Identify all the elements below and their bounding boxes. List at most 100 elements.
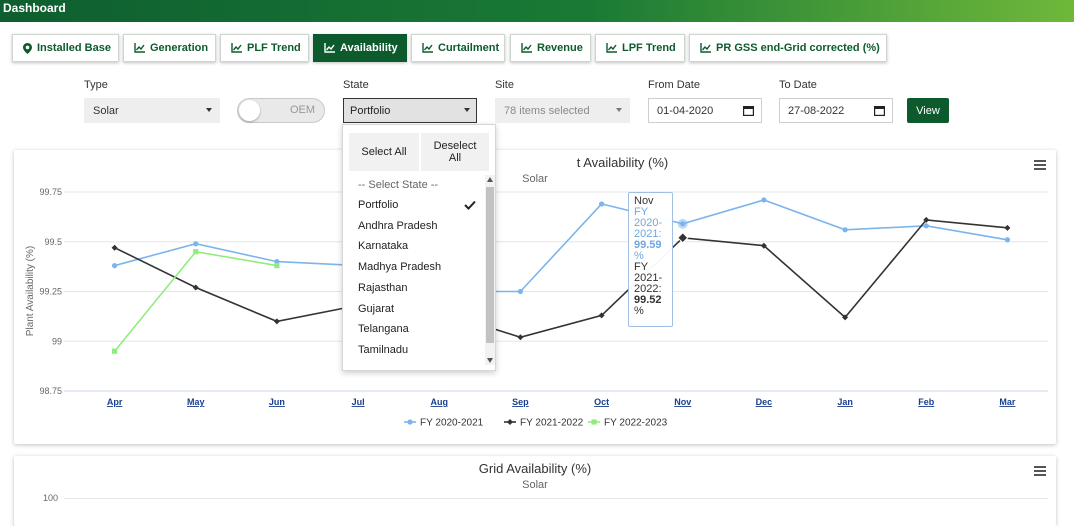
series3-point — [111, 348, 118, 354]
state-dropdown: Select All Deselect All -- Select State … — [342, 124, 496, 371]
x-tick-label: Jan — [837, 397, 853, 407]
tab-label: Revenue — [537, 42, 583, 54]
tooltip-series2-value: 99.52 — [634, 294, 662, 306]
y-tick-label: 99.25 — [39, 287, 62, 297]
top-bar: Dashboard — [0, 0, 1074, 22]
to-date-input[interactable]: 27-08-2022 — [779, 98, 893, 123]
x-tick-label: Jul — [352, 397, 365, 407]
scroll-up-icon[interactable] — [487, 177, 493, 182]
series2-point — [598, 312, 605, 319]
legend-label: FY 2022-2023 — [604, 418, 668, 429]
tab-revenue[interactable]: Revenue — [510, 34, 591, 62]
chart-line-icon — [606, 43, 617, 53]
tab-curtailment[interactable]: Curtailment — [411, 34, 505, 62]
chart2-subtitle: Solar — [522, 479, 548, 491]
state-option-karnataka[interactable]: Karnataka — [358, 240, 409, 252]
series3-point — [274, 263, 280, 269]
series2-point — [273, 318, 280, 325]
series2-point — [111, 244, 118, 251]
page-title: Dashboard — [3, 1, 66, 15]
chart-line-icon — [422, 43, 433, 53]
map-pin-icon — [23, 42, 32, 54]
tab-label: Availability — [340, 42, 398, 54]
state-select-value: Portfolio — [350, 104, 391, 117]
state-option-rajasthan[interactable]: Rajasthan — [358, 282, 408, 294]
caret-down-icon — [464, 108, 470, 112]
series1-point — [274, 259, 280, 265]
from-date-label: From Date — [648, 79, 700, 91]
tooltip-series1-unit: % — [634, 250, 644, 262]
series1-point — [923, 223, 929, 229]
chart-menu-icon[interactable] — [1034, 466, 1046, 476]
view-button[interactable]: View — [907, 98, 949, 123]
scrollbar-thumb[interactable] — [486, 187, 494, 343]
tab-generation[interactable]: Generation — [123, 34, 216, 62]
select-all-button[interactable]: Select All — [349, 133, 419, 171]
site-label: Site — [495, 79, 514, 91]
chart-line-icon — [700, 43, 711, 53]
tab-label: Curtailment — [438, 42, 500, 54]
series1-point — [517, 288, 524, 295]
series-line-2 — [114, 219, 1008, 339]
plant-availability-chart: 99.75 99.5 99.25 99 98.75 Plant Availability … — [25, 187, 1048, 429]
y-tick-label: 99.75 — [39, 187, 62, 197]
tab-label: PR GSS end-Grid corrected (%) — [716, 42, 880, 54]
plant-availability-card: t Availability (%) Solar 99.75 99.5 99.25 9… — [14, 150, 1056, 444]
x-tick-label: Jun — [269, 397, 285, 407]
state-option-portfolio[interactable]: Portfolio — [358, 199, 399, 211]
scroll-down-icon[interactable] — [487, 358, 493, 363]
state-option-madhya-pradesh[interactable]: Madhya Pradesh — [358, 261, 442, 273]
series2-point — [923, 216, 930, 223]
site-select[interactable]: 78 items selected — [495, 98, 630, 123]
deselect-all-button[interactable]: Deselect All — [421, 133, 489, 171]
series2-point — [517, 334, 524, 341]
series2-point — [192, 284, 199, 291]
tab-lpf-trend[interactable]: LPF Trend — [595, 34, 685, 62]
state-select[interactable]: Portfolio — [343, 98, 477, 123]
dropdown-scrollbar[interactable] — [485, 175, 495, 365]
from-date-input[interactable]: 01-04-2020 — [648, 98, 762, 123]
chart-subtitle: Solar — [522, 173, 548, 185]
state-option-tamilnadu[interactable]: Tamilnadu — [358, 344, 409, 356]
state-option-telangana[interactable]: Telangana — [358, 323, 409, 335]
x-tick-label: Dec — [756, 397, 773, 407]
state-option-gujarat[interactable]: Gujarat — [358, 303, 395, 315]
y-tick-label: 99.5 — [44, 237, 62, 247]
chart-menu-icon[interactable] — [1034, 160, 1046, 170]
from-date-value: 01-04-2020 — [657, 104, 714, 117]
tab-availability[interactable]: Availability — [313, 34, 407, 62]
chart2-ytick: 100 — [43, 493, 59, 503]
tooltip-series2-name: FY 2021-2022: — [634, 261, 663, 295]
tooltip-series1-name: FY 2020-2021: — [634, 206, 663, 240]
tab-pr-gss-end-grid[interactable]: PR GSS end-Grid corrected (%) — [689, 34, 887, 62]
series2-point — [842, 314, 849, 321]
chart2-gridline — [64, 498, 1048, 499]
oem-toggle[interactable]: OEM — [237, 98, 325, 123]
to-date-label: To Date — [779, 79, 817, 91]
legend-marker — [507, 419, 513, 425]
series1-point — [761, 197, 767, 203]
chart-line-icon — [231, 43, 242, 53]
legend-marker — [407, 419, 413, 425]
caret-down-icon — [616, 108, 622, 112]
toggle-knob — [239, 100, 260, 121]
tab-plf-trend[interactable]: PLF Trend — [220, 34, 309, 62]
series-line-3 — [113, 250, 278, 352]
caret-down-icon — [206, 108, 212, 112]
calendar-icon — [874, 106, 885, 116]
x-tick-label: Nov — [674, 397, 691, 407]
tab-installed-base[interactable]: Installed Base — [12, 34, 119, 62]
state-option-andhra-pradesh[interactable]: Andhra Pradesh — [358, 220, 438, 232]
tooltip-series2-unit: % — [634, 305, 644, 317]
tab-label: Generation — [150, 42, 209, 54]
series2-point — [1004, 224, 1011, 231]
legend-label: FY 2020-2021 — [420, 418, 484, 429]
x-tick-label: Feb — [918, 397, 935, 407]
y-axis-label: Plant Availability (%) — [25, 246, 36, 336]
x-tick-label: Sep — [512, 397, 529, 407]
chart2-title: Grid Availability (%) — [478, 461, 592, 476]
type-select[interactable]: Solar — [84, 98, 220, 123]
grid-availability-card: Grid Availability (%) Solar 100 — [14, 456, 1056, 526]
series1-point — [598, 201, 605, 207]
tooltip-month: Nov — [634, 195, 654, 207]
